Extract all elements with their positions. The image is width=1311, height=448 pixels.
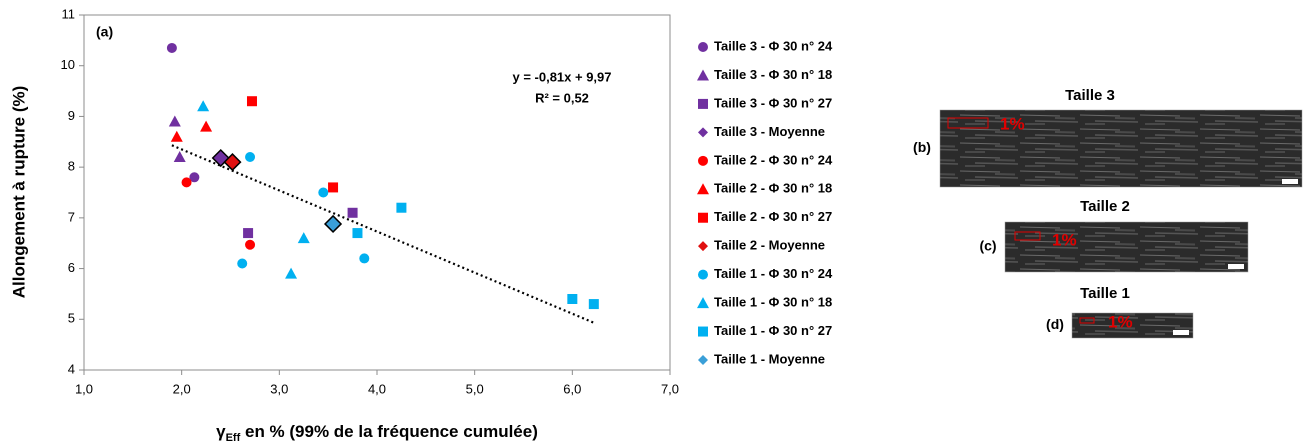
y-tick-label: 8 bbox=[68, 159, 75, 174]
point bbox=[223, 153, 242, 172]
x-tick-label: 7,0 bbox=[661, 381, 679, 396]
scale-bar bbox=[1173, 330, 1189, 335]
legend-label: Taille 2 - Φ 30 n° 24 bbox=[714, 152, 833, 167]
panel-title: Taille 2 bbox=[1080, 198, 1130, 215]
trend-equation: y = -0,81x + 9,97 bbox=[512, 69, 611, 84]
point bbox=[323, 214, 343, 234]
x-tick-label: 3,0 bbox=[270, 381, 288, 396]
point bbox=[318, 187, 329, 198]
y-tick-label: 9 bbox=[68, 108, 75, 123]
point bbox=[168, 115, 181, 127]
panel-title: Taille 3 bbox=[1065, 87, 1115, 104]
point bbox=[347, 207, 358, 218]
x-label-text: en % (99% de la fréquence cumulée) bbox=[240, 422, 538, 441]
y-tick-label: 10 bbox=[61, 57, 75, 72]
legend-marker bbox=[698, 42, 708, 52]
micrograph bbox=[939, 109, 1303, 188]
scale-bar bbox=[1282, 179, 1298, 184]
point bbox=[352, 228, 363, 239]
point bbox=[181, 177, 192, 188]
micrograph bbox=[1004, 221, 1249, 273]
point bbox=[588, 299, 599, 310]
y-tick-label: 7 bbox=[68, 209, 75, 224]
annotation: 1% bbox=[1000, 114, 1025, 133]
y-tick-label: 5 bbox=[68, 311, 75, 326]
legend-marker bbox=[697, 69, 709, 81]
legend-label: Taille 1 - Moyenne bbox=[714, 351, 825, 366]
panel-label: (a) bbox=[96, 24, 113, 40]
point bbox=[359, 253, 370, 264]
legend-marker bbox=[697, 183, 709, 195]
legend-marker bbox=[698, 326, 708, 337]
panel-label: (d) bbox=[1046, 316, 1064, 332]
point bbox=[567, 294, 578, 304]
y-tick-label: 11 bbox=[62, 6, 76, 21]
micrograph bbox=[1071, 312, 1194, 339]
annotation: 1% bbox=[1052, 230, 1077, 249]
scale-bar bbox=[1228, 264, 1244, 269]
image-panels: Taille 3(b)1%Taille 2(c) 1%Taille 1(d) 1% bbox=[913, 87, 1303, 339]
legend-marker bbox=[698, 98, 708, 109]
panel-title: Taille 1 bbox=[1080, 285, 1130, 302]
legend-marker bbox=[698, 127, 708, 138]
point bbox=[189, 172, 200, 183]
x-label-subscript: Eff bbox=[226, 432, 241, 444]
highlight-box bbox=[947, 117, 989, 129]
point bbox=[245, 152, 256, 162]
point bbox=[173, 151, 186, 162]
point bbox=[328, 182, 339, 193]
highlight-box bbox=[1079, 317, 1095, 324]
legend-label: Taille 2 - Φ 30 n° 27 bbox=[714, 209, 832, 224]
x-tick-label: 1,0 bbox=[75, 381, 93, 396]
point bbox=[245, 239, 256, 250]
point bbox=[396, 202, 407, 213]
legend-label: Taille 1 - Φ 30 n° 24 bbox=[714, 266, 833, 281]
legend-marker bbox=[698, 355, 708, 365]
legend-label: Taille 3 - Φ 30 n° 27 bbox=[714, 95, 832, 110]
panel-label: (c) bbox=[979, 238, 996, 254]
panel-label: (b) bbox=[913, 139, 931, 155]
x-tick-label: 2,0 bbox=[173, 381, 191, 396]
y-axis-label: Allongement à rupture (%) bbox=[9, 86, 28, 299]
y-tick-label: 4 bbox=[68, 361, 75, 376]
legend-marker bbox=[698, 212, 708, 223]
legend-marker bbox=[698, 241, 708, 252]
point bbox=[297, 232, 310, 244]
x-label-symbol: γ bbox=[216, 422, 226, 441]
legend-label: Taille 1 - Φ 30 n° 18 bbox=[714, 295, 832, 310]
point bbox=[166, 42, 177, 53]
point bbox=[246, 96, 257, 107]
annotation: 1% bbox=[1108, 312, 1133, 331]
legend-label: Taille 3 - Moyenne bbox=[714, 124, 825, 139]
point bbox=[170, 130, 183, 142]
plot-frame bbox=[83, 14, 671, 371]
legend-marker bbox=[697, 297, 709, 309]
legend-marker bbox=[698, 269, 708, 280]
point bbox=[200, 120, 213, 132]
point bbox=[197, 100, 210, 112]
x-tick-label: 6,0 bbox=[563, 381, 581, 396]
highlight-box bbox=[1014, 231, 1041, 241]
legend-label: Taille 3 - Φ 30 n° 18 bbox=[714, 67, 832, 82]
point bbox=[285, 267, 298, 279]
y-tick-label: 6 bbox=[68, 260, 75, 275]
trend-r2: R² = 0,52 bbox=[535, 90, 589, 105]
x-axis-label: γEff en % (99% de la fréquence cumulée) bbox=[216, 422, 538, 443]
x-tick-label: 4,0 bbox=[368, 381, 386, 396]
legend-label: Taille 1 - Φ 30 n° 27 bbox=[714, 323, 832, 338]
point bbox=[237, 258, 248, 269]
point bbox=[243, 228, 254, 239]
legend-label: Taille 2 - Φ 30 n° 18 bbox=[714, 181, 832, 196]
legend-marker bbox=[698, 155, 708, 166]
legend-label: Taille 2 - Moyenne bbox=[714, 238, 825, 253]
x-tick-label: 5,0 bbox=[466, 381, 484, 396]
trendline bbox=[171, 144, 595, 324]
legend-label: Taille 3 - Φ 30 n° 24 bbox=[714, 38, 833, 53]
